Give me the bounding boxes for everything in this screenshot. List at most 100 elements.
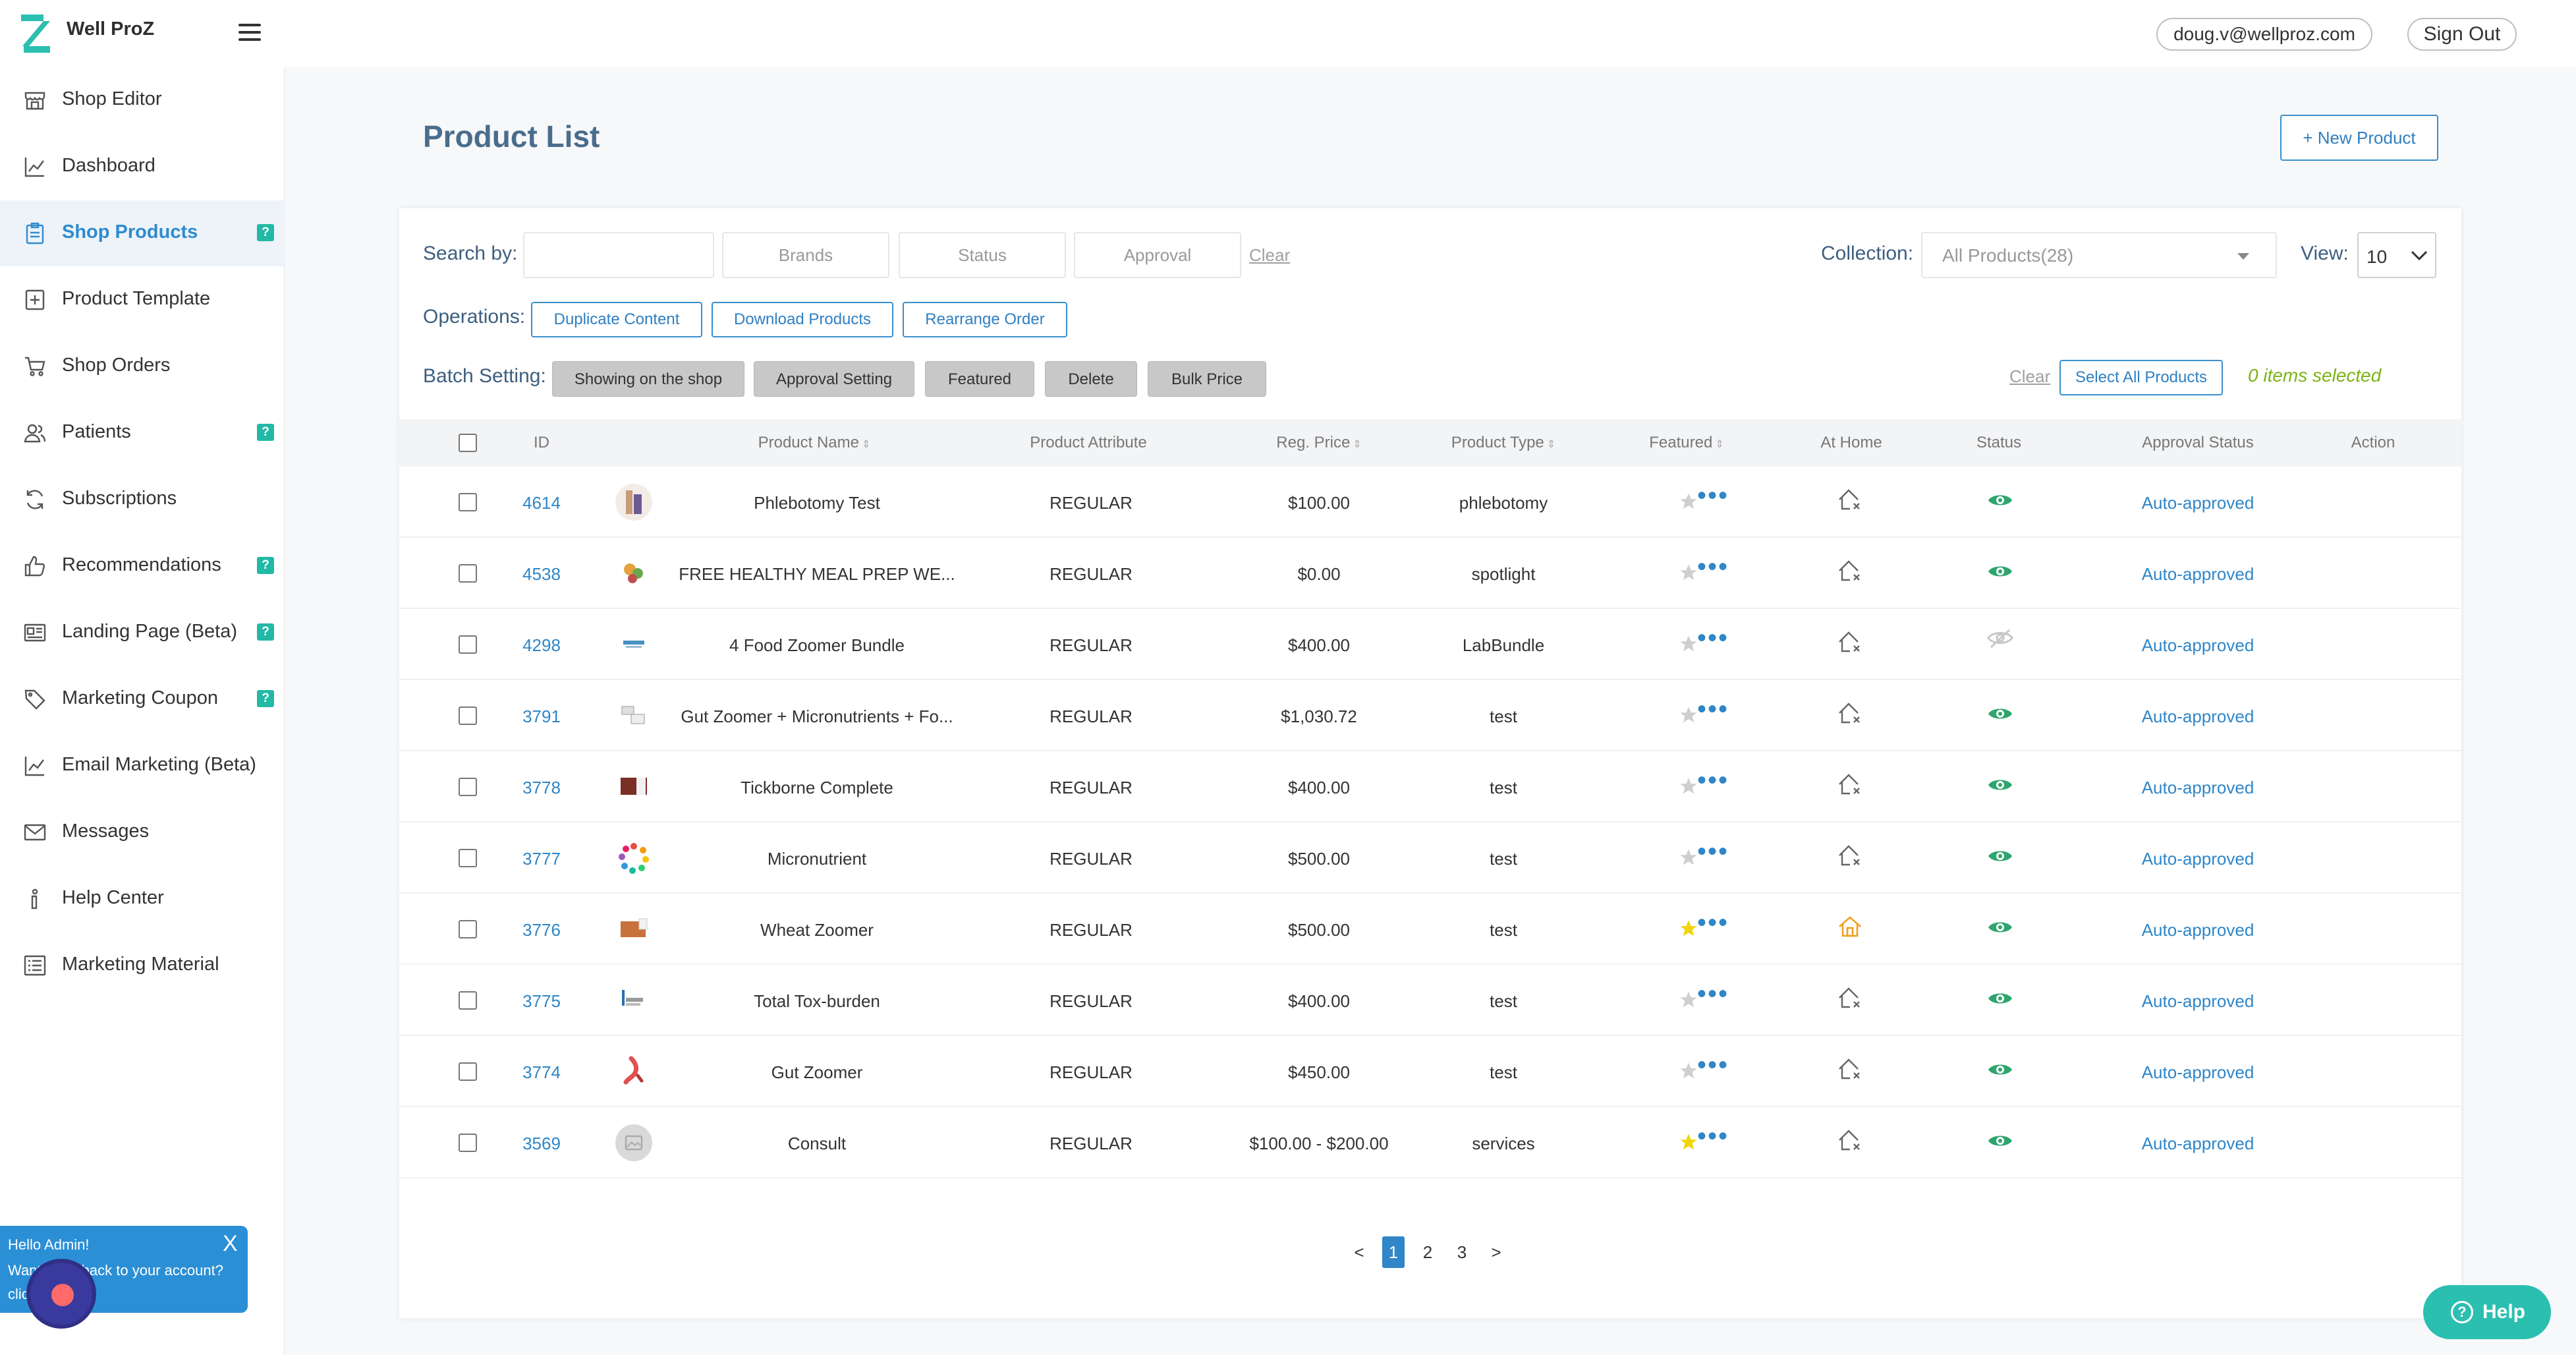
help-badge-icon[interactable]: ?	[257, 424, 274, 441]
product-id-link[interactable]: 4538	[522, 564, 561, 584]
sidebar-item-landing-page[interactable]: Landing Page (Beta) ?	[0, 600, 285, 666]
more-actions-icon[interactable]: •••	[1697, 1051, 1729, 1080]
row-checkbox[interactable]	[459, 991, 477, 1010]
product-id-link[interactable]: 3778	[522, 778, 561, 797]
pagination-page-1[interactable]: 1	[1382, 1236, 1405, 1268]
more-actions-icon[interactable]: •••	[1697, 552, 1729, 581]
product-id-link[interactable]: 3569	[522, 1134, 561, 1153]
header-product-type[interactable]: Product Type ⇕	[1451, 434, 1555, 452]
header-reg-price[interactable]: Reg. Price ⇕	[1276, 434, 1361, 452]
row-checkbox[interactable]	[459, 849, 477, 867]
more-actions-icon[interactable]: •••	[1697, 837, 1729, 866]
pagination-page-2[interactable]: 2	[1422, 1242, 1433, 1262]
product-id-link[interactable]: 3776	[522, 920, 561, 940]
download-products-button[interactable]: Download Products	[712, 302, 893, 337]
home-off-icon[interactable]	[1837, 772, 1863, 797]
home-off-icon[interactable]	[1837, 1128, 1863, 1153]
rearrange-order-button[interactable]: Rearrange Order	[903, 302, 1067, 337]
row-checkbox[interactable]	[459, 564, 477, 583]
user-email[interactable]: doug.v@wellproz.com	[2156, 18, 2372, 51]
star-icon[interactable]	[1679, 848, 1698, 867]
sidebar-item-help-center[interactable]: Help Center	[0, 866, 285, 932]
eye-icon[interactable]	[1987, 1060, 2013, 1080]
header-product-name[interactable]: Product Name ⇕	[758, 434, 871, 452]
chat-widget-icon[interactable]	[26, 1259, 96, 1329]
star-icon[interactable]	[1679, 634, 1698, 654]
duplicate-content-button[interactable]: Duplicate Content	[531, 302, 702, 337]
select-all-products-button[interactable]: Select All Products	[2059, 360, 2223, 395]
menu-toggle-icon[interactable]	[238, 24, 261, 41]
sidebar-item-subscriptions[interactable]: Subscriptions	[0, 467, 285, 533]
bulk-price-button[interactable]: Bulk Price	[1148, 361, 1266, 397]
eye-icon[interactable]	[1987, 562, 2013, 581]
row-checkbox[interactable]	[459, 635, 477, 654]
pagination-prev[interactable]: <	[1354, 1242, 1364, 1262]
star-icon[interactable]	[1679, 492, 1698, 511]
product-id-link[interactable]: 4614	[522, 493, 561, 513]
close-icon[interactable]: X	[223, 1231, 238, 1256]
help-badge-icon[interactable]: ?	[257, 623, 274, 641]
sidebar-item-dashboard[interactable]: Dashboard	[0, 134, 285, 200]
eye-icon[interactable]	[1987, 1131, 2013, 1151]
star-icon[interactable]	[1679, 776, 1698, 796]
new-product-button[interactable]: + New Product	[2280, 115, 2438, 161]
more-actions-icon[interactable]: •••	[1697, 695, 1729, 724]
sidebar-item-patients[interactable]: Patients ?	[0, 400, 285, 466]
product-id-link[interactable]: 3775	[522, 991, 561, 1011]
status-filter[interactable]: Status	[899, 232, 1066, 278]
search-clear-link[interactable]: Clear	[1249, 245, 1291, 265]
home-off-icon[interactable]	[1837, 559, 1863, 584]
product-id-link[interactable]: 4298	[522, 635, 561, 655]
more-actions-icon[interactable]: •••	[1697, 1122, 1729, 1151]
home-off-icon[interactable]	[1837, 844, 1863, 869]
collection-select[interactable]: All Products(28)	[1921, 232, 2277, 278]
product-id-link[interactable]: 3791	[522, 706, 561, 726]
row-checkbox[interactable]	[459, 1134, 477, 1152]
sidebar-item-product-template[interactable]: Product Template	[0, 267, 285, 333]
star-icon[interactable]	[1679, 990, 1698, 1010]
sidebar-item-marketing-coupon[interactable]: Marketing Coupon ?	[0, 666, 285, 732]
eye-icon[interactable]	[1987, 846, 2013, 866]
sidebar-item-shop-orders[interactable]: Shop Orders	[0, 333, 285, 399]
home-off-icon[interactable]	[1837, 1057, 1863, 1082]
more-actions-icon[interactable]: •••	[1697, 908, 1729, 937]
star-icon[interactable]	[1679, 1061, 1698, 1081]
help-badge-icon[interactable]: ?	[257, 690, 274, 707]
help-badge-icon[interactable]: ?	[257, 224, 274, 241]
header-featured[interactable]: Featured ⇕	[1649, 434, 1723, 452]
featured-button[interactable]: Featured	[925, 361, 1034, 397]
sidebar-item-recommendations[interactable]: Recommendations ?	[0, 533, 285, 599]
star-featured-icon[interactable]	[1679, 919, 1698, 938]
home-off-icon[interactable]	[1837, 488, 1863, 513]
row-checkbox[interactable]	[459, 493, 477, 511]
eye-icon[interactable]	[1987, 989, 2013, 1008]
more-actions-icon[interactable]: •••	[1697, 481, 1729, 510]
batch-clear-link[interactable]: Clear	[2009, 366, 2051, 386]
star-icon[interactable]	[1679, 705, 1698, 725]
eye-off-icon[interactable]	[1987, 629, 2013, 650]
sign-out-button[interactable]: Sign Out	[2407, 18, 2517, 51]
star-icon[interactable]	[1679, 563, 1698, 583]
eye-icon[interactable]	[1987, 917, 2013, 937]
more-actions-icon[interactable]: •••	[1697, 979, 1729, 1008]
row-checkbox[interactable]	[459, 706, 477, 725]
more-actions-icon[interactable]: •••	[1697, 623, 1729, 652]
pagination-page-3[interactable]: 3	[1457, 1242, 1467, 1262]
sidebar-item-shop-products[interactable]: Shop Products ?	[0, 200, 285, 266]
star-featured-icon[interactable]	[1679, 1132, 1698, 1152]
help-button[interactable]: ? Help	[2423, 1285, 2551, 1339]
row-checkbox[interactable]	[459, 920, 477, 938]
home-off-icon[interactable]	[1837, 630, 1863, 655]
home-on-icon[interactable]	[1837, 915, 1863, 940]
sidebar-item-messages[interactable]: Messages	[0, 799, 285, 865]
row-checkbox[interactable]	[459, 1062, 477, 1081]
brands-filter[interactable]: Brands	[722, 232, 889, 278]
eye-icon[interactable]	[1987, 704, 2013, 724]
sidebar-item-email-marketing[interactable]: Email Marketing (Beta)	[0, 733, 285, 799]
home-off-icon[interactable]	[1837, 701, 1863, 726]
help-badge-icon[interactable]: ?	[257, 557, 274, 574]
eye-icon[interactable]	[1987, 775, 2013, 795]
home-off-icon[interactable]	[1837, 986, 1863, 1011]
product-id-link[interactable]: 3774	[522, 1062, 561, 1082]
product-id-link[interactable]: 3777	[522, 849, 561, 869]
